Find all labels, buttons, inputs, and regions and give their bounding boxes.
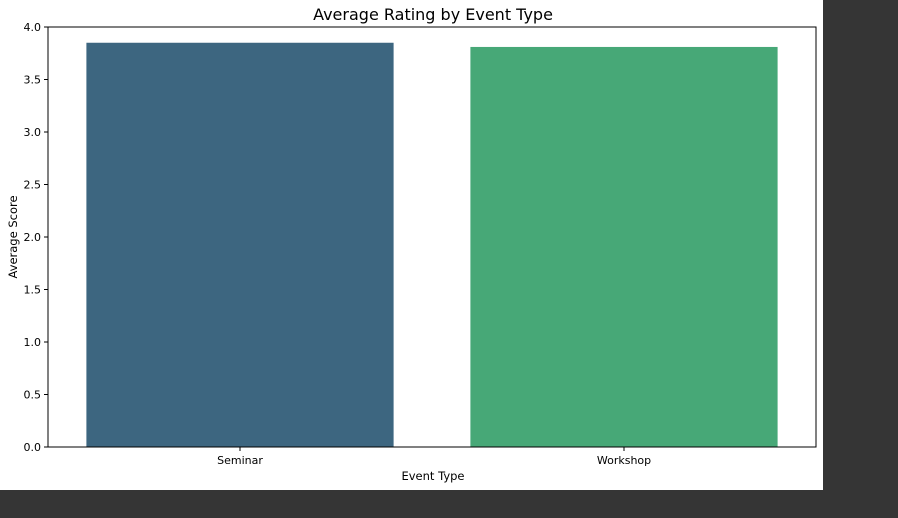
x-axis-label: Event Type bbox=[401, 469, 464, 483]
bar-workshop bbox=[470, 46, 778, 447]
y-tick-label: 2.0 bbox=[24, 231, 42, 244]
axes-frame bbox=[47, 26, 817, 448]
y-tick-label: 4.0 bbox=[24, 21, 42, 34]
y-tick-label: 1.0 bbox=[24, 336, 42, 349]
bar-seminar bbox=[86, 42, 394, 447]
y-axis: 0.0 0.5 1.0 1.5 2.0 2.5 3.0 3.5 4.0 bbox=[24, 21, 48, 454]
x-tick-label: Workshop bbox=[597, 454, 651, 467]
y-axis-label: Average Score bbox=[6, 195, 20, 278]
chart-figure: Average Rating by Event Type 0.0 0.5 1.0 1.… bbox=[0, 0, 823, 490]
y-tick-label: 3.0 bbox=[24, 126, 42, 139]
y-tick-label: 1.5 bbox=[24, 284, 42, 297]
x-axis: Seminar Workshop bbox=[217, 447, 651, 467]
chart-title: Average Rating by Event Type bbox=[313, 5, 553, 24]
y-tick-label: 0.0 bbox=[24, 441, 42, 454]
y-tick-label: 2.5 bbox=[24, 179, 42, 192]
bar-chart: Average Rating by Event Type 0.0 0.5 1.0 1.… bbox=[6, 5, 817, 483]
x-tick-label: Seminar bbox=[217, 454, 263, 467]
y-tick-label: 0.5 bbox=[24, 389, 42, 402]
bars-layer bbox=[86, 42, 778, 447]
y-tick-label: 3.5 bbox=[24, 74, 42, 87]
